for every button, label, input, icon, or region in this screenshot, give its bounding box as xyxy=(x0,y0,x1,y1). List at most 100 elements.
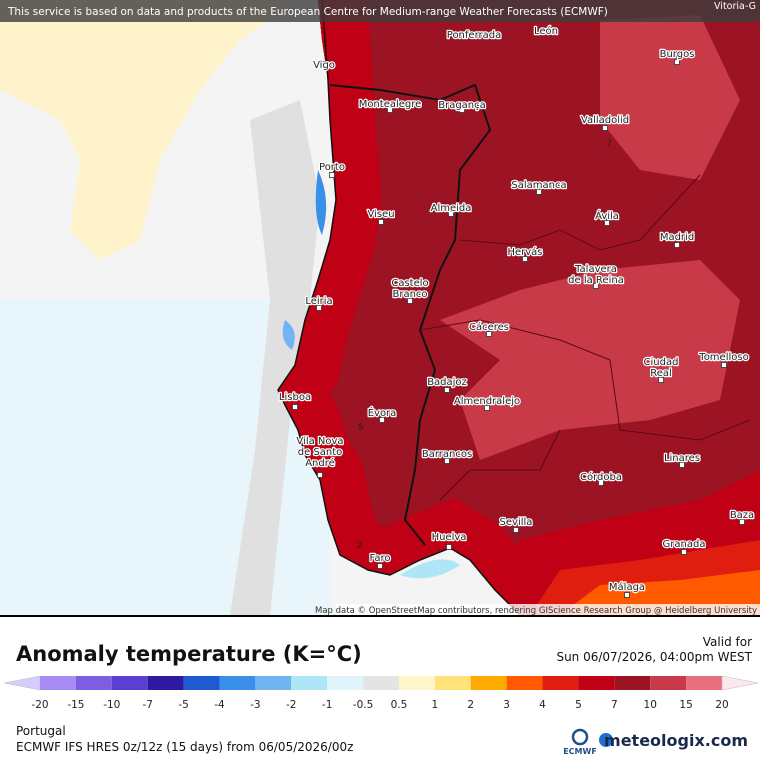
colorbar-tick-label: 4 xyxy=(539,699,546,711)
colorbar-tick-label: -2 xyxy=(286,699,296,711)
colorbar-segment xyxy=(327,676,364,690)
city-marker xyxy=(444,458,450,464)
city-marker xyxy=(292,404,298,410)
city-marker xyxy=(739,519,745,525)
colorbar-tick-label: -5 xyxy=(178,699,188,711)
city-marker xyxy=(387,107,393,113)
colorbar-tick-label: 1 xyxy=(431,699,438,711)
city-marker xyxy=(321,61,327,67)
region-border xyxy=(419,174,751,501)
brand: ECMWF xyxy=(563,747,597,756)
city-marker xyxy=(522,256,528,262)
map-credit: Map data © OpenStreetMap contributors, r… xyxy=(315,606,757,616)
anomaly-patch xyxy=(560,570,760,615)
colorbar: -20 -15 -10 -7 -5 -4 -3 -2 -1 -0.5 0.5 1 2 3 4 5 7 10 15 20 xyxy=(3,675,759,711)
logo: meteologix.com xyxy=(604,731,748,750)
corner-label: Vitoria-G xyxy=(714,1,756,12)
city-marker xyxy=(674,242,680,248)
colorbar-tick-label: 3 xyxy=(503,699,510,711)
city-label: Évora xyxy=(368,406,397,419)
city-marker xyxy=(446,544,452,550)
colorbar-tick-label: -1 xyxy=(322,699,332,711)
city-marker xyxy=(674,59,680,65)
colorbar-segment xyxy=(111,676,148,690)
anomaly-patch xyxy=(440,260,740,460)
city-label: de la Reina xyxy=(568,275,624,286)
model: ECMWF IFS HRES 0z/12z (15 days) from 06/… xyxy=(16,740,353,754)
contour-label: 2 xyxy=(357,541,363,551)
colorbar-tick-label: -0.5 xyxy=(353,699,374,711)
city-marker xyxy=(471,31,477,37)
city-label: Ponferrada xyxy=(447,30,501,41)
anomaly-patch xyxy=(600,15,740,180)
cold-patch xyxy=(282,320,295,350)
city-marker xyxy=(593,283,599,289)
city-label: Tomelloso xyxy=(698,352,748,363)
colorbar-tick-label: -7 xyxy=(142,699,152,711)
city-marker xyxy=(598,480,604,486)
city-label: Badajoz xyxy=(427,377,467,388)
coastline xyxy=(277,0,521,616)
city-marker xyxy=(681,549,687,555)
colorbar-tick-label: 5 xyxy=(575,699,582,711)
colorbar-end xyxy=(721,675,759,691)
colorbar-tick-label: -15 xyxy=(67,699,84,711)
colorbar-end xyxy=(3,675,41,691)
city-marker xyxy=(721,362,727,368)
city-marker xyxy=(444,387,450,393)
city-label: Ávila xyxy=(595,209,619,222)
sea-neutral xyxy=(230,100,320,615)
colorbar-segment xyxy=(363,676,399,690)
colorbar-tick-label: 7 xyxy=(611,699,618,711)
colorbar-tick-label: 2 xyxy=(467,699,474,711)
region: Portugal xyxy=(16,724,66,738)
city-label: Talavera xyxy=(574,264,617,275)
city-label: Madrid xyxy=(660,232,694,243)
city-label: Lisboa xyxy=(279,392,311,403)
colorbar-tick-label: 0.5 xyxy=(391,699,408,711)
city-label: Almendralejo xyxy=(454,396,520,407)
city-label: Ciudad xyxy=(644,357,679,368)
cold-patch xyxy=(400,559,460,579)
colorbar-segment xyxy=(40,676,76,690)
city-label: Faro xyxy=(370,553,391,564)
city-marker xyxy=(379,417,385,423)
city-marker xyxy=(624,592,630,598)
colorbar-segment xyxy=(650,676,687,690)
city-marker xyxy=(604,220,610,226)
attribution-bar xyxy=(0,0,760,22)
colorbar-segment xyxy=(578,676,615,690)
city-label: Valladolid xyxy=(581,115,629,126)
city-label: Burgos xyxy=(660,49,695,60)
valid-time: Sun 06/07/2026, 04:00pm WEST xyxy=(556,650,752,664)
colorbar-segment xyxy=(398,676,435,690)
city-label: Málaga xyxy=(609,581,645,593)
legend-title: Anomaly temperature (K=°C) xyxy=(16,642,362,666)
city-label: Almeida xyxy=(431,203,472,214)
city-label: Vila Nova xyxy=(296,436,343,447)
city-marker xyxy=(329,172,335,178)
city-marker xyxy=(543,27,549,33)
cities: Ponferrada León Burgos Vigo Montealegre Braga… xyxy=(278,24,755,598)
city-marker xyxy=(377,563,383,569)
city-label: Linares xyxy=(664,453,700,464)
city-label: Bragança xyxy=(438,100,486,111)
city-marker xyxy=(316,305,322,311)
colorbar-segment xyxy=(255,676,292,690)
colorbar-tick-label: -10 xyxy=(103,699,120,711)
cold-patch xyxy=(315,170,327,235)
city-label: Salamanca xyxy=(511,180,566,191)
colorbar-tick-label: -3 xyxy=(250,699,260,711)
city-label: Castelo xyxy=(391,278,428,289)
city-label: Branco xyxy=(392,289,427,300)
colorbar-tick-label: -20 xyxy=(31,699,48,711)
city-label: Baza xyxy=(730,510,754,521)
logo-icon xyxy=(599,733,613,747)
colorbar-segment xyxy=(614,676,651,690)
valid-label: Valid for xyxy=(703,635,752,649)
colorbar-segment xyxy=(291,676,328,690)
city-label: Vigo xyxy=(313,60,335,71)
city-label: León xyxy=(534,25,558,37)
